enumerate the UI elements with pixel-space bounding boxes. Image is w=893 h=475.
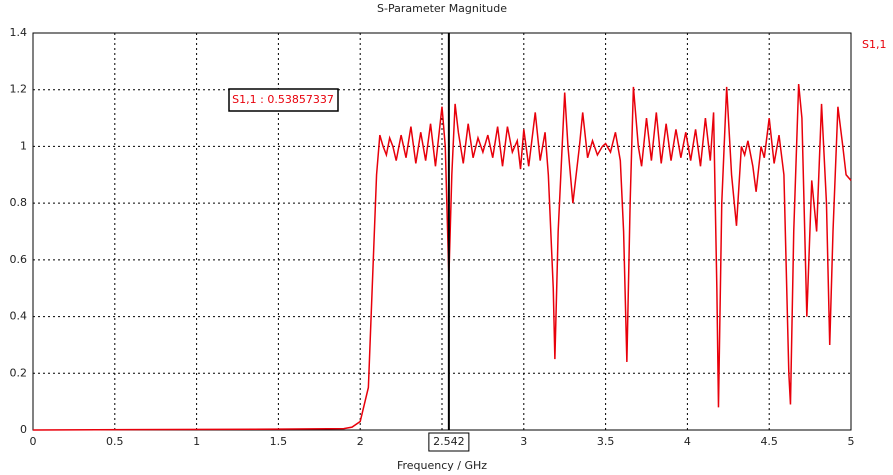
legend-label: S1,1 (862, 38, 886, 51)
plot-frame (32, 32, 852, 431)
marker-x-label: 2.542 (433, 435, 465, 448)
marker-x-box (428, 432, 470, 452)
y-tick-label: 1.4 (10, 26, 28, 39)
y-tick-label: 1 (20, 139, 27, 152)
x-tick-label: 5 (848, 435, 855, 448)
series-line (32, 83, 852, 431)
x-axis-label: Frequency / GHz (397, 459, 487, 472)
y-tick-label: 0.2 (10, 366, 28, 379)
y-tick-label: 1.2 (10, 83, 28, 96)
y-tick-label: 0.6 (10, 253, 28, 266)
y-tick-label: 0 (20, 423, 27, 436)
y-tick-label: 0.8 (10, 196, 28, 209)
x-tick-label: 1.5 (270, 435, 288, 448)
x-tick-label: 0.5 (106, 435, 124, 448)
x-tick-label: 1 (193, 435, 200, 448)
marker-label: S1,1 : 0.53857337 (232, 93, 334, 106)
x-tick-label: 4 (684, 435, 691, 448)
y-tick-label: 0.4 (10, 310, 28, 323)
x-tick-label: 3 (520, 435, 527, 448)
x-tick-label: 4.5 (760, 435, 778, 448)
marker-label-box (228, 88, 339, 112)
x-tick-label: 3.5 (597, 435, 615, 448)
x-tick-label: 2 (357, 435, 364, 448)
chart-title: S-Parameter Magnitude (377, 2, 507, 15)
x-tick-label: 0 (30, 435, 37, 448)
